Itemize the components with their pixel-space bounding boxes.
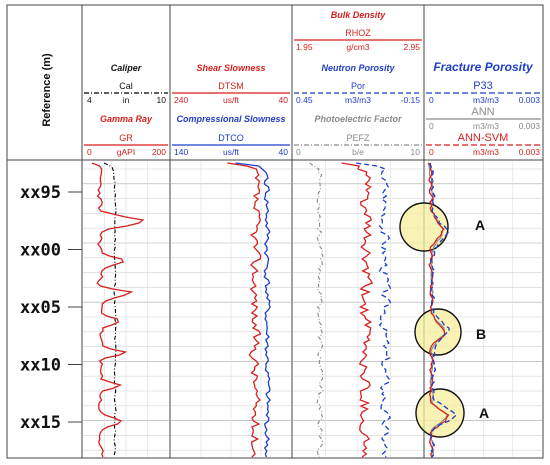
scale-min-gr: 0	[87, 147, 92, 157]
annotation-circle	[399, 202, 449, 252]
depth-tick-label: xx00	[20, 241, 61, 261]
track-title-neutron-porosity: Neutron Porosity	[321, 63, 395, 73]
scale-unit-p33: m3/m3	[473, 95, 499, 105]
curve-name-p33: P33	[473, 80, 493, 92]
curve-name-gr: GR	[119, 133, 133, 143]
annotation-circle	[414, 308, 462, 356]
curve-name-dtsm: DTSM	[218, 81, 244, 91]
curve-name-pefz: PEFZ	[346, 133, 370, 143]
scale-min-ann-svm: 0	[429, 147, 434, 157]
depth-tick-label: xx95	[20, 183, 61, 203]
chart-frame	[6, 4, 544, 459]
scale-max-gr: 200	[152, 147, 166, 157]
scale-max-ann-svm: 0.003	[519, 147, 541, 157]
curve-name-dtco: DTCO	[218, 133, 244, 143]
curve-name-rhoz: RHOZ	[345, 28, 371, 38]
curve-pefz	[309, 162, 324, 458]
scale-max-pefz: 10	[411, 147, 421, 157]
track-title-photoelectric-factor: Photoelectric Factor	[314, 114, 402, 124]
annotation-circle	[415, 388, 465, 438]
scale-max-p33: 0.003	[519, 95, 541, 105]
curve-name-ann-svm: ANN-SVM	[458, 132, 509, 144]
depth-tick-labels: xx95 xx00 xx05 xx10 xx15	[20, 183, 82, 433]
track-title-shear-slowness: Shear Slowness	[196, 63, 265, 73]
scale-unit-ann: m3/m3	[473, 121, 499, 131]
depth-tick-label: xx10	[20, 356, 61, 376]
scale-min-dtco: 140	[174, 147, 188, 157]
track-title-caliper: Caliper	[111, 63, 142, 73]
curve-por	[356, 162, 392, 458]
scale-max-cal: 10	[157, 95, 167, 105]
depth-axis-label: Reference (m)	[41, 53, 53, 127]
scale-min-cal: 4	[87, 95, 92, 105]
scale-unit-ann-svm: m3/m3	[473, 147, 499, 157]
track-title-fracture-porosity: Fracture Porosity	[433, 60, 534, 74]
curve-dtsm	[227, 162, 262, 458]
curve-dtco	[235, 162, 271, 458]
scale-min-p33: 0	[429, 95, 434, 105]
curve-gr	[91, 162, 145, 458]
annotation-layer: A B A	[399, 162, 489, 458]
depth-tick-label: xx15	[20, 413, 61, 433]
scale-min-pefz: 0	[296, 147, 301, 157]
scale-unit-rhoz: g/cm3	[346, 42, 369, 52]
annotation-label: B	[476, 326, 486, 342]
annotation-label: A	[479, 405, 489, 421]
scale-min-por: 0.45	[296, 95, 313, 105]
scale-unit-cal: in	[123, 95, 130, 105]
scale-unit-pefz: b/e	[352, 147, 364, 157]
scale-unit-dtsm: us/ft	[223, 95, 240, 105]
track-title-gamma-ray: Gamma Ray	[100, 114, 153, 124]
curve-p33-overlay	[429, 162, 458, 458]
scale-max-ann: 0.003	[519, 121, 541, 131]
depth-tick-label: xx05	[20, 298, 61, 318]
scale-max-dtsm: 40	[279, 95, 289, 105]
scale-unit-por: m3/m3	[345, 95, 371, 105]
scale-max-por: -0.15	[401, 95, 421, 105]
scale-max-dtco: 40	[279, 147, 289, 157]
annotation-label: A	[475, 217, 485, 233]
curve-name-ann: ANN	[471, 106, 494, 118]
scale-min-rhoz: 1.95	[296, 42, 313, 52]
scale-min-ann: 0	[429, 121, 434, 131]
scale-min-dtsm: 240	[174, 95, 188, 105]
track-title-compressional-slowness: Compressional Slowness	[176, 114, 285, 124]
scale-unit-gr: gAPI	[117, 147, 135, 157]
curve-rhoz	[341, 162, 374, 458]
scale-max-rhoz: 2.95	[403, 42, 420, 52]
curve-cal	[103, 162, 117, 456]
track-title-bulk-density: Bulk Density	[331, 10, 387, 20]
log-curves	[91, 162, 458, 458]
curve-name-cal: Cal	[119, 81, 133, 91]
scale-unit-dtco: us/ft	[223, 147, 240, 157]
curve-name-por: Por	[351, 81, 365, 91]
grid-layer	[83, 161, 542, 457]
